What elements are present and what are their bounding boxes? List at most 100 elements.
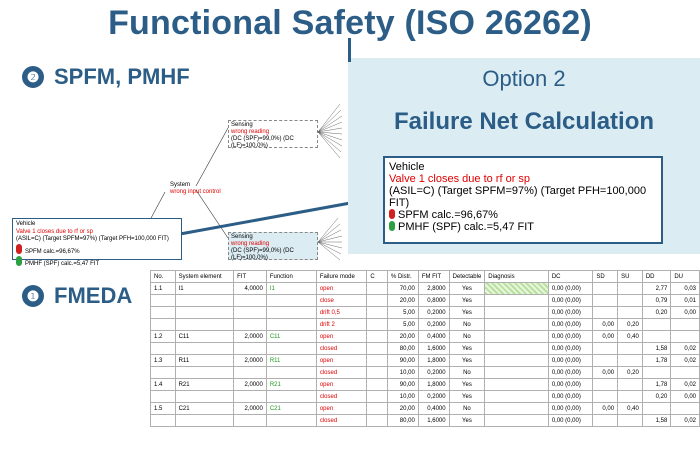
cell-dd [641,402,672,415]
table-row[interactable]: closed 10,00 0,2000 Yes 0,00 (0,00) 0,20 0,00 [150,390,700,403]
cell-distr: 10,00 [386,390,419,403]
cell-det: No [448,318,486,331]
cell-du: 0,02 [670,342,700,355]
cell-dc: 0,00 (0,00) [547,378,594,391]
cell-du [670,330,700,343]
cell-su: 0,40 [617,330,643,343]
status-green-icon [16,256,22,266]
cell-no [150,366,176,379]
cell-du: 0,01 [670,294,700,307]
sensing-failure: wrong reading [231,129,270,135]
cell-diag [484,306,549,319]
cell-diag [484,366,549,379]
table-row[interactable]: close 20,00 0,8000 Yes 0,00 (0,00) 0,79 0,01 [150,294,700,307]
cell-mode: closed [315,390,368,403]
cell-fit: 2,0000 [233,354,267,367]
table-row[interactable]: 1.2 C11 2,0000 C11 open 20,00 0,4000 No 0,00 (0,… [150,330,700,343]
cell-diag [484,378,549,391]
cell-fit: 2,0000 [233,402,267,415]
table-row[interactable]: 1.5 C21 2,0000 C21 open 20,00 0,4000 No 0,00 (0,… [150,402,700,415]
cell-sd [592,282,619,295]
system-node[interactable]: System wrong input control [170,182,221,196]
table-row[interactable]: closed 80,00 1,6000 Yes 0,00 (0,00) 1,58 0,02 [150,342,700,355]
cell-det: Yes [448,414,486,427]
cell-dc: 0,00 (0,00) [547,402,594,415]
system-title: System [170,182,191,188]
zoom-failure: Valve 1 closes due to rf or sp [389,173,531,185]
cell-diag [484,294,549,307]
cell-dc: 0,00 (0,00) [547,342,594,355]
section-label-fmeda: FMEDA [54,283,133,308]
cell-element: C21 [174,402,235,415]
cell-element: I1 [174,282,235,295]
fmeda-body: 1.1 I1 4,0000 I1 open 70,00 2,8000 Yes 0,00 (0,0… [150,282,700,427]
cell-dc: 0,00 (0,00) [547,414,594,427]
cell-diag [484,402,549,415]
sensing-failure: wrong reading [231,241,270,247]
cell-dd: 0,79 [641,294,672,307]
cell-mode: close [315,294,368,307]
table-row[interactable]: 1.4 R21 2,0000 R21 open 90,00 1,8000 Yes 0,00 (0… [150,378,700,391]
cell-sd: 0,00 [592,318,619,331]
cell-det: Yes [448,378,486,391]
col-detectable: Detectable [448,270,486,283]
cell-fmfit: 2,8000 [417,282,450,295]
section-fmeda: ❶ FMEDA [22,283,132,309]
cell-c [366,306,388,319]
cell-no [150,342,176,355]
cell-fit [233,306,267,319]
sensing-title: Sensing [231,234,253,240]
cell-element [174,390,235,403]
cell-fit [233,294,267,307]
table-row[interactable]: 1.1 I1 4,0000 I1 open 70,00 2,8000 Yes 0,00 (0,0… [150,282,700,295]
cell-mode: open [315,282,368,295]
table-row[interactable]: 1.3 R11 2,0000 R11 open 90,00 1,8000 Yes 0,00 (0… [150,354,700,367]
cell-c [366,318,388,331]
cell-c [366,354,388,367]
cell-element: R11 [174,354,235,367]
cell-fmfit: 1,8000 [417,378,450,391]
panel-divider [348,38,351,62]
fmeda-table: No. System element FIT Function Failure … [150,270,700,427]
table-row[interactable]: closed 10,00 0,2000 No 0,00 (0,00) 0,00 0,20 [150,366,700,379]
col-dd: DD [641,270,672,283]
cell-mode: closed [315,414,368,427]
vehicle-node[interactable]: Vehicle Valve 1 closes due to rf or sp (… [12,218,182,267]
col-dc: DC [547,270,594,283]
vehicle-failure: Valve 1 closes due to rf or sp [16,228,93,235]
cell-det: Yes [448,354,486,367]
sensing-dc: (DC (SPF)=99,0%) (DC (LF)=100,0%) [231,136,294,149]
cell-mode: closed [315,342,368,355]
cell-function [265,414,317,427]
table-row[interactable]: drift 2 5,00 0,2000 No 0,00 (0,00) 0,00 0,20 [150,318,700,331]
cell-element [174,366,235,379]
col-diagnosis: Diagnosis [484,270,549,283]
cell-no: 1.4 [150,378,176,391]
cell-c [366,366,388,379]
cell-no [150,318,176,331]
cell-du: 0,02 [670,354,700,367]
cell-no: 1.3 [150,354,176,367]
cell-dd [641,318,672,331]
sensing-node-bottom[interactable]: Sensing wrong reading (DC (SPF)=99,0%) (… [228,232,318,261]
cell-fit [233,390,267,403]
sensing-dc: (DC (SPF)=99,0%) (DC (LF)=100,0%) [231,248,294,261]
table-row[interactable]: drift 0,5 5,00 0,2000 Yes 0,00 (0,00) 0,20 0,0… [150,306,700,319]
cell-dd: 1,58 [641,414,672,427]
col-c: C [366,270,388,283]
cell-det: No [448,402,486,415]
cell-fmfit: 1,6000 [417,342,450,355]
cell-sd [592,342,619,355]
table-row[interactable]: closed 80,00 1,6000 Yes 0,00 (0,00) 1,58 0,02 [150,414,700,427]
cell-fit: 2,0000 [233,378,267,391]
cell-distr: 10,00 [386,366,419,379]
cell-c [366,282,388,295]
cell-diag [484,330,549,343]
sensing-node-top[interactable]: Sensing wrong reading (DC (SPF)=99,0%) (… [228,120,318,149]
cell-su [617,306,643,319]
col-su: SU [617,270,643,283]
section-label-spfm: SPFM, PMHF [54,64,190,89]
cell-du: 0,03 [670,282,700,295]
cell-mode: open [315,330,368,343]
zoom-pmhf: PMHF (SPF) calc.=5,47 FIT [398,221,534,233]
